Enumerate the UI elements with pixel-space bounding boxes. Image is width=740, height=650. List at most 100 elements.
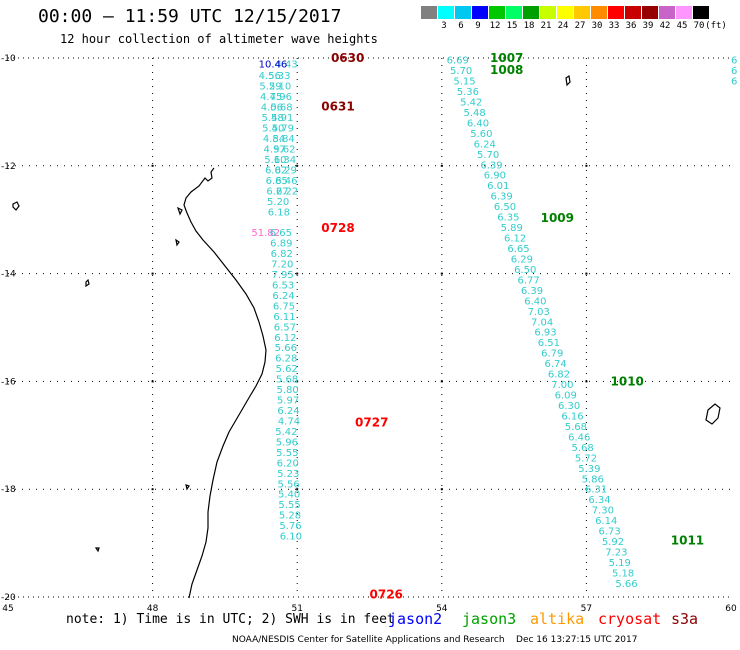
wave-height-value: 4.84	[263, 134, 285, 145]
wave-height-value: 7.03	[528, 307, 550, 318]
grid-point	[440, 488, 443, 491]
wave-height-value: 5.66	[275, 343, 297, 354]
legend-swatch	[642, 6, 659, 19]
wave-height-value: 6.18	[268, 207, 290, 218]
legend-unit: (ft)	[705, 21, 727, 31]
legend-label: 45	[676, 21, 688, 31]
wave-height-value: 6.30	[558, 401, 580, 412]
madagascar-coast	[183, 167, 267, 599]
wave-height-value: 6.77	[517, 275, 539, 286]
pass-label: 0727	[355, 415, 388, 429]
wave-height-value: 5.40	[278, 490, 300, 501]
legend-label: 33	[608, 21, 620, 31]
wave-height-value: 5.20	[267, 197, 289, 208]
wave-height-value: 6.29	[511, 254, 533, 265]
grid-point	[151, 380, 154, 383]
wave-height-value: 6.53	[272, 280, 294, 291]
legend-swatches	[421, 6, 740, 19]
grid-point	[440, 380, 443, 383]
legend-label: 24	[557, 21, 569, 31]
pass-label: 0726	[370, 587, 403, 601]
wave-height-value: 5.42	[460, 97, 482, 108]
page-subtitle: 12 hour collection of altimeter wave hei…	[60, 32, 378, 46]
wave-height-value: 6.24	[272, 291, 294, 302]
grid-point	[440, 164, 443, 167]
color-scale-legend: 3 6 9 12 15 18 21 24 27 30 33 36 39 42 45 70 (ft)	[421, 6, 740, 35]
wave-height-value: 6.46	[568, 432, 590, 443]
pass-label: 1011	[671, 533, 704, 547]
wave-height-value: 6.65	[270, 228, 292, 239]
wave-height-value: 6.39	[480, 160, 502, 171]
wave-height-value: 5.39	[578, 464, 600, 475]
legend-label: 3	[441, 21, 447, 31]
legend-label: 70	[693, 21, 705, 31]
y-tick-label: -18	[1, 485, 16, 495]
wave-height-value: 6.12	[274, 333, 296, 344]
wave-height-value: 6.40	[524, 296, 546, 307]
legend-cryosat: cryosat	[598, 610, 662, 628]
wave-height-value: 6.75	[273, 301, 295, 312]
legend-jason3: jason3	[462, 610, 517, 628]
cargados-island	[565, 74, 571, 87]
wave-height-value: 6.34	[588, 495, 610, 506]
wave-height-value: 7.20	[271, 259, 293, 270]
legend-swatch	[506, 6, 523, 19]
wave-height-value: 5.23	[277, 469, 299, 480]
legend-swatch	[676, 6, 693, 19]
wave-height-value: 6.02	[265, 165, 287, 176]
wave-height-value: 5.10	[264, 155, 286, 166]
wave-height-value: 5.48	[463, 108, 485, 119]
y-tick-label: -16	[1, 377, 16, 387]
reunion-island	[705, 403, 721, 425]
wave-height-value: 5.62	[276, 364, 298, 375]
x-tick-label: 60	[725, 604, 737, 614]
wave-height-value: 6.29	[275, 165, 297, 176]
wave-height-value: 5.62	[273, 145, 295, 156]
wave-height-value: 6.11	[273, 312, 295, 323]
legend-swatch	[693, 6, 710, 19]
wave-height-value: 6.82	[548, 370, 570, 381]
legend-swatch	[591, 6, 608, 19]
wave-height-value: 6.22	[276, 186, 298, 197]
grid-point	[296, 380, 299, 383]
legend-label: 39	[642, 21, 654, 31]
grid-point	[585, 164, 588, 167]
y-tick-label: -12	[1, 162, 16, 172]
y-tick-label: -10	[1, 54, 16, 64]
grid-point	[151, 488, 154, 491]
wave-height-value: 5.58	[261, 113, 283, 124]
islet-d	[185, 484, 190, 491]
pass-label: 1007	[490, 51, 523, 65]
wave-height-value: 6.50	[514, 265, 536, 276]
legend-swatch	[574, 6, 591, 19]
grid-point	[585, 272, 588, 275]
wave-height-value: 6.39	[490, 192, 512, 203]
mahore-island	[85, 278, 90, 288]
wave-height-value: 4.74	[278, 416, 300, 427]
wave-height-value: 5.86	[582, 474, 604, 485]
legend-swatch	[540, 6, 557, 19]
legend-altika: altika	[530, 610, 585, 628]
wave-height-value: 5.60	[470, 129, 492, 140]
wave-height-value: 5.72	[575, 453, 597, 464]
legend-swatch	[659, 6, 676, 19]
wave-height-value: 5.42	[275, 427, 297, 438]
legend-swatch	[438, 6, 455, 19]
legend-label: 18	[523, 21, 535, 31]
x-tick-label: 57	[581, 604, 592, 614]
islet-b	[175, 238, 180, 247]
legend-label: 12	[489, 21, 501, 31]
footer-note: note: 1) Time is in UTC; 2) SWH is in fe…	[66, 612, 395, 627]
axis-tick-labels: 45 48 51 54 57 60 -10 -12 -14 -16 -18 -20	[1, 54, 737, 614]
wave-height-value: 4.56	[259, 71, 281, 82]
grid-point	[151, 272, 154, 275]
legend-s3a: s3a	[671, 610, 699, 628]
wave-height-value: 4.96	[270, 92, 292, 103]
wave-height-value: 5.79	[272, 124, 294, 135]
grid-point	[585, 380, 588, 383]
wave-height-value: 6.46	[275, 176, 297, 187]
wave-height-value: 6.16	[561, 411, 583, 422]
wave-height-value: 6.40	[467, 118, 489, 129]
x-tick-label: 54	[436, 604, 448, 614]
